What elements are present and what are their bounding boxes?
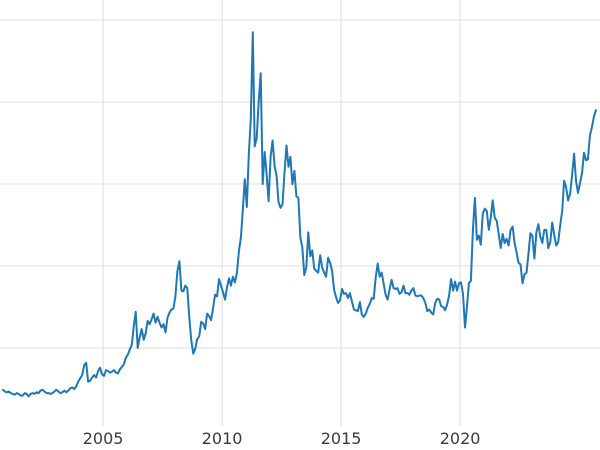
price-line: [1, 31, 597, 398]
x-tick-label: 2020: [440, 429, 481, 448]
x-tick-label: 2010: [202, 429, 243, 448]
x-tick-label: 2005: [83, 429, 124, 448]
x-tick-label: 2015: [321, 429, 362, 448]
